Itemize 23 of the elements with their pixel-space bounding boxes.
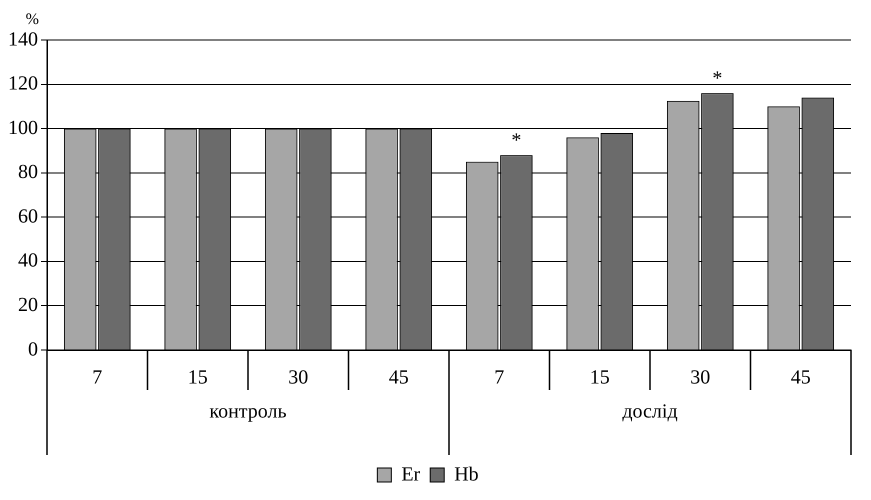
y-tick-label: 80 <box>18 161 38 184</box>
y-axis-title: % <box>26 11 39 28</box>
y-tick-label: 120 <box>8 72 38 95</box>
y-tick-label: 100 <box>8 116 38 139</box>
y-tick-label: 40 <box>18 250 38 272</box>
legend-label: Hb <box>454 463 479 486</box>
data-label: * <box>511 129 522 152</box>
x-tick-label: 15 <box>188 366 208 388</box>
legend-label: Er <box>401 463 421 486</box>
x-tick-label: 15 <box>590 366 610 388</box>
x-tick-label: 7 <box>494 366 504 388</box>
x-tick-label: 30 <box>288 366 308 388</box>
y-tick-label: 140 <box>8 28 38 50</box>
text: контроль <box>209 400 287 422</box>
x-tick-label: 30 <box>690 366 710 388</box>
x-tick-label: 7 <box>92 366 102 388</box>
text: дослід <box>622 400 678 422</box>
y-tick-label: 20 <box>18 294 38 316</box>
data-label: * <box>712 67 722 90</box>
y-tick-label: 0 <box>28 338 38 360</box>
x-tick-label: 45 <box>388 366 409 388</box>
y-tick-label: 60 <box>18 205 38 228</box>
x-tick-label: 45 <box>790 366 811 388</box>
